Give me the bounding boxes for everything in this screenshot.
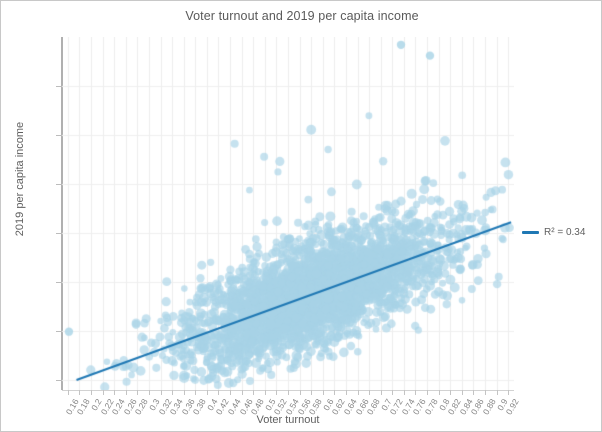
y-tick-mark: [56, 331, 62, 333]
x-axis-title: Voter turnout: [256, 414, 320, 426]
x-tick-mark: [392, 390, 394, 395]
x-tick-mark: [508, 390, 510, 395]
x-tick-mark: [160, 390, 162, 395]
x-tick-mark: [276, 390, 278, 395]
legend-r-squared-label: R² = 0.34: [544, 227, 586, 238]
page-title: Voter turnout and 2019 per capita income: [185, 9, 419, 23]
x-tick-mark: [114, 390, 116, 395]
y-tick-mark: [56, 282, 62, 284]
y-tick-mark: [56, 135, 62, 137]
x-tick-mark: [67, 390, 69, 395]
x-tick-mark: [137, 390, 139, 395]
x-tick-mark: [427, 390, 429, 395]
x-tick-mark: [403, 390, 405, 395]
x-tick-mark: [148, 390, 150, 395]
x-tick-mark: [334, 390, 336, 395]
x-tick-mark: [79, 390, 81, 395]
x-tick-mark: [195, 390, 197, 395]
x-tick-mark: [461, 390, 463, 395]
y-axis-title: 2019 per capita income: [14, 121, 26, 237]
x-tick-mark: [299, 390, 301, 395]
x-tick-mark: [172, 390, 174, 395]
x-tick-mark: [369, 390, 371, 395]
x-tick-mark: [311, 390, 313, 395]
legend: R² = 0.34: [522, 227, 585, 238]
x-tick-mark: [125, 390, 127, 395]
x-tick-mark: [473, 390, 475, 395]
x-tick-mark: [102, 390, 104, 395]
x-tick-mark: [415, 390, 417, 395]
x-tick-mark: [253, 390, 255, 395]
scatter-plot-canvas[interactable]: [62, 37, 514, 390]
x-tick-mark: [450, 390, 452, 395]
x-tick-mark: [206, 390, 208, 395]
x-tick-mark: [345, 390, 347, 395]
x-tick-mark: [496, 390, 498, 395]
x-tick-mark: [90, 390, 92, 395]
y-tick-mark: [56, 86, 62, 88]
x-tick-mark: [230, 390, 232, 395]
x-tick-mark: [288, 390, 289, 395]
x-tick-mark: [264, 390, 266, 395]
x-tick-mark: [183, 390, 185, 395]
trendline-swatch-icon: [522, 231, 539, 234]
x-tick-mark: [241, 390, 243, 395]
y-tick-mark: [56, 380, 62, 382]
y-tick-mark: [56, 233, 62, 235]
x-tick-mark: [218, 390, 220, 395]
x-tick-mark: [322, 390, 324, 395]
x-tick-mark: [357, 390, 359, 395]
x-tick-mark: [485, 390, 487, 395]
x-tick-mark: [438, 390, 440, 395]
y-tick-mark: [56, 184, 62, 186]
x-tick-mark: [380, 390, 382, 395]
plot-area[interactable]: [62, 37, 514, 390]
